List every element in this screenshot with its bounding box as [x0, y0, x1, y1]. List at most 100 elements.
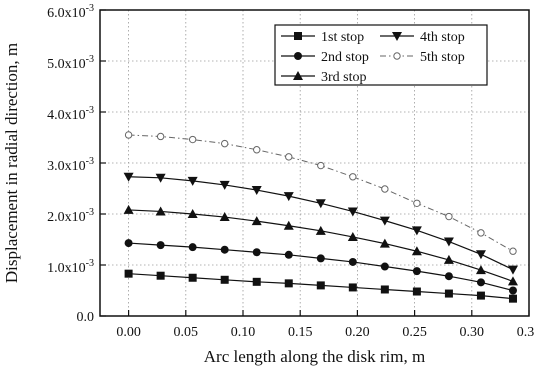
series-point [411, 226, 422, 236]
series-point [444, 289, 453, 298]
series-point [475, 265, 486, 275]
series-point [380, 285, 389, 294]
x-tick-label: 0.35 [517, 325, 535, 340]
x-tick-label: 0.20 [345, 325, 370, 340]
y-tick-label: 5.0x10-3 [47, 54, 94, 72]
series-point [315, 199, 326, 209]
x-tick-label: 0.15 [288, 325, 313, 340]
series-point [156, 241, 165, 250]
series-5 [124, 131, 517, 255]
y-tick-label: 0.0 [77, 310, 95, 325]
y-tick-base: 3.0x10 [47, 159, 86, 174]
series-point [219, 212, 230, 222]
x-tick-label: 0.25 [402, 325, 427, 340]
y-tick-base: 6.0x10 [47, 6, 86, 21]
x-tick-label: 0.30 [460, 325, 485, 340]
legend-swatch-marker [293, 71, 303, 80]
series-point [445, 212, 453, 221]
series-point [156, 132, 165, 141]
series-point [316, 281, 325, 290]
series-point [220, 245, 229, 254]
series-point [349, 173, 357, 181]
y-axis-title: Displacement in radial direction, m [2, 43, 21, 283]
y-tick-exponent: -3 [86, 258, 94, 269]
x-axis-title: Arc length along the disk rim, m [204, 347, 425, 366]
series-point [155, 206, 166, 216]
series-point [347, 231, 358, 241]
series-point [253, 146, 261, 154]
legend-label: 4th stop [420, 30, 465, 45]
y-tick-label: 3.0x10-3 [47, 156, 94, 174]
series-point [283, 192, 294, 202]
series-point [156, 271, 165, 280]
series-point [123, 204, 134, 214]
series-point [251, 216, 262, 226]
series-point [123, 172, 134, 182]
y-tick-exponent: -3 [86, 3, 94, 14]
series-point [188, 135, 197, 144]
legend-label: 2nd stop [321, 50, 369, 65]
x-tick-label: 0.10 [231, 325, 256, 340]
series-point [188, 273, 197, 282]
series-point [124, 131, 133, 139]
y-tick-label: 1.0x10-3 [47, 258, 94, 276]
y-tick-label: 6.0x10-3 [47, 3, 94, 21]
series-point [347, 207, 358, 217]
series-point [124, 239, 133, 248]
series-point [220, 275, 229, 284]
series-point [444, 272, 453, 281]
series-point [379, 216, 390, 226]
series-point [219, 180, 230, 190]
series-point [412, 287, 421, 296]
series-point [507, 265, 518, 275]
series-point [508, 286, 517, 295]
series-point [475, 250, 486, 260]
legend-box [274, 24, 488, 86]
series-point [412, 267, 421, 276]
legend-label: 5th stop [420, 50, 465, 65]
x-tick-label: 0.05 [174, 325, 199, 340]
legend-entry-4: 4th stop [380, 30, 465, 45]
series-point [381, 185, 389, 193]
legend-swatch-marker [392, 32, 402, 41]
series-point [124, 269, 133, 278]
series-point [252, 248, 261, 257]
legend-swatch-marker [294, 52, 302, 60]
y-tick-exponent: -3 [86, 207, 94, 218]
series-point [220, 139, 229, 148]
legend-label: 3rd stop [321, 70, 367, 85]
series-point [508, 294, 517, 303]
series-point [284, 279, 293, 288]
series-3 [123, 204, 518, 286]
series-1 [124, 269, 517, 303]
series-point [413, 199, 421, 207]
y-tick-exponent: -3 [86, 156, 94, 167]
y-tick-base: 2.0x10 [47, 210, 86, 225]
series-point [380, 262, 389, 271]
series-point [188, 243, 197, 252]
legend-entry-1: 1st stop [281, 30, 364, 45]
series-point [443, 254, 454, 264]
legend-swatch-marker [393, 52, 401, 60]
series-point [476, 278, 485, 287]
tick-layer: 0.00 0.05 0.10 0.15 0.20 0.25 0.30 0.35 0.0 1.0x1… [47, 3, 535, 340]
legend-entry-5: 5th stop [380, 50, 465, 65]
series-point [379, 238, 390, 248]
series-point [348, 283, 357, 292]
series-point [315, 225, 326, 235]
y-tick-exponent: -3 [86, 105, 94, 116]
y-tick-base: 5.0x10 [47, 57, 86, 72]
series-point [411, 246, 422, 256]
y-tick-base: 4.0x10 [47, 108, 86, 123]
series-point [252, 277, 261, 286]
series-point [317, 161, 325, 170]
series-point [443, 237, 454, 247]
series-point [155, 173, 166, 183]
series-line [128, 209, 514, 282]
x-tick-label: 0.00 [116, 325, 141, 340]
series-point [477, 229, 485, 237]
y-tick-label: 4.0x10-3 [47, 105, 94, 123]
series-2 [124, 239, 517, 295]
legend-entry-2: 2nd stop [281, 50, 369, 65]
y-tick-base: 1.0x10 [47, 261, 86, 276]
